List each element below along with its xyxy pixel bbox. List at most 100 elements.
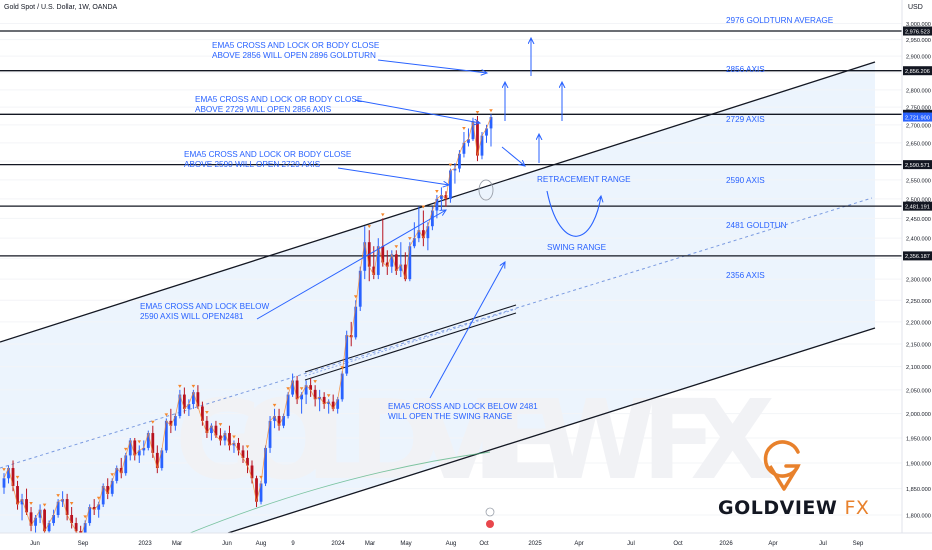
signal-marker: [326, 394, 331, 398]
signal-marker: [29, 502, 33, 506]
candle-body: [462, 142, 466, 154]
candle-body: [214, 425, 218, 436]
arrow-down-1: [501, 146, 525, 166]
candle-body: [322, 396, 326, 405]
candle-body: [115, 468, 119, 481]
signal-marker: [137, 440, 142, 444]
time-tick-label: May: [400, 541, 411, 547]
retracement-curve: [546, 190, 601, 237]
level-label-2590: 2590 AXIS: [726, 176, 765, 185]
signal-marker: [286, 387, 290, 391]
candle-body: [345, 335, 349, 374]
time-tick-label: Sep: [78, 541, 89, 547]
candle-body: [16, 486, 19, 505]
candle-body: [142, 447, 146, 451]
candle-body: [191, 392, 195, 405]
price-tick-label: 1,950.000: [906, 436, 931, 442]
candle-body: [43, 509, 46, 532]
candle-body: [34, 517, 37, 526]
price-axis-bg: [902, 0, 932, 550]
event-icon: [485, 507, 495, 517]
candle-body: [164, 420, 168, 451]
candle-body: [412, 238, 416, 247]
candle-body: [133, 440, 137, 456]
signal-marker: [151, 420, 155, 424]
candle-body: [327, 401, 331, 405]
time-tick-label: Apr: [574, 541, 583, 547]
candle-body: [205, 420, 209, 434]
price-tick-label: 2,200.000: [906, 320, 931, 326]
candle-body: [173, 416, 177, 426]
time-tick-label: Aug: [256, 541, 267, 547]
price-tick-label: 2,250.000: [906, 299, 931, 305]
candle-body: [421, 230, 425, 239]
time-tick-label: 2023: [138, 541, 152, 547]
price-tick-label: 2,700.000: [906, 123, 931, 129]
level-label-2481: 2481 GOLDTUN: [726, 221, 787, 230]
signal-marker: [475, 110, 480, 114]
level-label-2976: 2976 GOLDTURN AVERAGE: [726, 16, 834, 25]
candle-body: [182, 394, 186, 409]
logo-text: GOLDVIEW FX: [718, 497, 869, 519]
price-tick-label: 2,550.000: [906, 178, 931, 184]
candle-body: [390, 254, 394, 267]
candle-body: [250, 465, 254, 479]
annotation-swing: SWING RANGE: [547, 243, 607, 252]
price-tick-label: 2,900.000: [906, 55, 931, 61]
annotation-ema-below-2481: EMA5 CROSS AND LOCK BELOW 2481 WILL OPEN…: [388, 402, 538, 421]
candle-body: [92, 507, 96, 510]
price-tick-label: 2,800.000: [906, 88, 931, 94]
candle-body: [187, 404, 191, 409]
signal-marker: [2, 468, 6, 472]
arrow-to-2590-breakdown: [256, 210, 446, 320]
level-price-tag: [903, 160, 932, 170]
candle-body: [178, 394, 182, 417]
level-price-tag-text: 2,356.187: [905, 254, 930, 260]
time-tick-label: Apr: [768, 541, 777, 547]
candle-body: [20, 499, 24, 505]
flag-icon: [486, 520, 494, 528]
signal-marker: [15, 475, 20, 479]
channel-midline: [0, 197, 873, 469]
candle-body: [408, 246, 412, 280]
level-label-2856: 2856 AXIS: [726, 65, 765, 74]
signal-marker: [110, 473, 115, 477]
candle-body: [467, 139, 470, 143]
signal-marker: [178, 384, 182, 388]
price-tick-label: 2,000.000: [906, 412, 931, 418]
candle-body: [403, 264, 407, 280]
candle-body: [83, 523, 87, 537]
signal-marker: [164, 413, 169, 417]
logo-text-accent: FX: [844, 497, 870, 519]
watermark-text: GOLDVIEW FX: [175, 376, 775, 504]
candle-body: [300, 394, 304, 400]
signal-marker: [435, 190, 439, 194]
candle-body: [340, 373, 344, 400]
candle-body: [440, 195, 443, 199]
candle-body: [52, 515, 55, 524]
price-tick-label: 1,800.000: [906, 514, 931, 520]
signal-marker: [69, 502, 74, 506]
price-tick-label: 2,650.000: [906, 141, 931, 147]
candle-body: [485, 128, 488, 136]
candle-body: [318, 396, 322, 400]
time-tick-label: Oct: [479, 541, 489, 547]
candle-body: [97, 504, 101, 510]
candle-body: [119, 468, 123, 474]
signal-marker: [394, 245, 399, 249]
candle-body: [155, 452, 159, 469]
price-tick-label: 2,750.000: [906, 106, 931, 112]
time-tick-label: Jul: [819, 541, 827, 547]
zone-mid-line: [304, 308, 517, 377]
signal-marker: [205, 411, 209, 415]
highlight-circle: [478, 179, 494, 201]
signal-marker: [421, 205, 426, 209]
price-tick-label: 2,100.000: [906, 365, 931, 371]
level-price-tag-text: 2,590.571: [905, 163, 930, 169]
currency-label: USD: [908, 4, 923, 11]
logo-pin-icon: [768, 465, 800, 491]
signal-marker: [83, 515, 87, 519]
last-price-tag-text: 2,721.900: [905, 115, 930, 121]
signal-marker: [489, 109, 493, 113]
